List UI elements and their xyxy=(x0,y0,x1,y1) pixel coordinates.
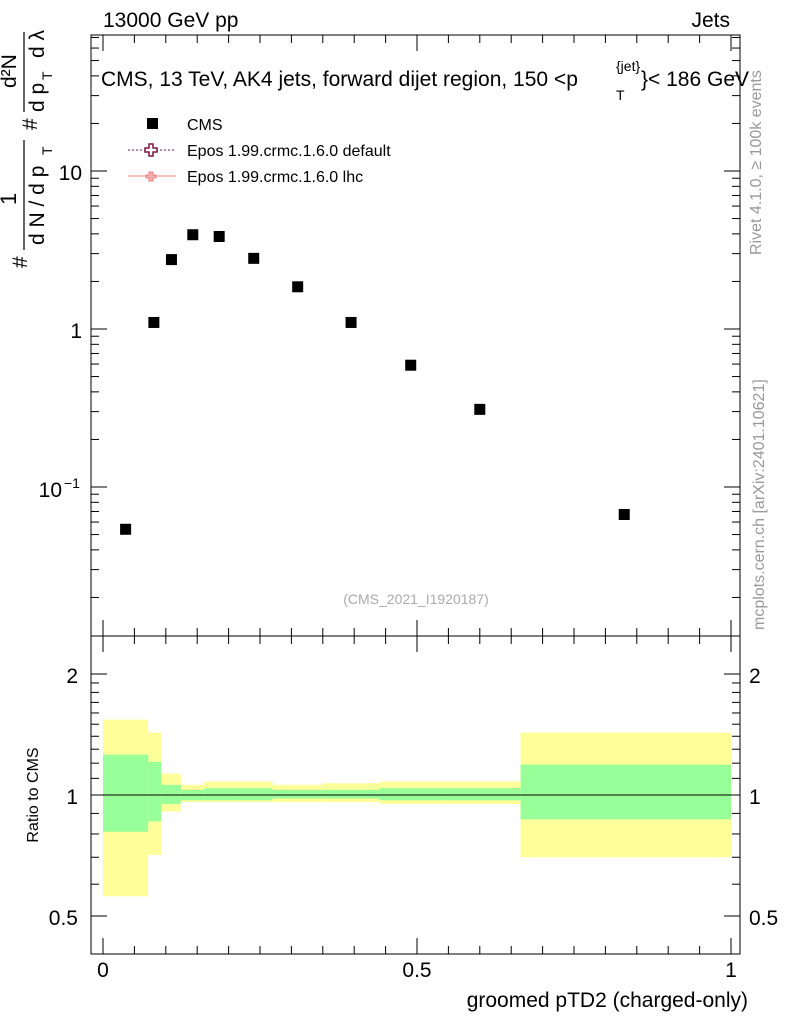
ratio-inner-band xyxy=(322,789,380,799)
legend-epos-lhc-label: Epos 1.99.crmc.1.6.0 lhc xyxy=(187,169,363,186)
header-right: Jets xyxy=(691,9,730,32)
ratio-inner-band xyxy=(234,788,273,801)
title-prefix: CMS, 13 TeV, AK4 jets, forward dijet reg… xyxy=(101,68,578,91)
ylabel-numerator-2: d²N xyxy=(0,54,21,88)
ratio-inner-band xyxy=(520,764,731,820)
cms-point xyxy=(187,229,199,241)
cms-point xyxy=(405,359,417,371)
xtick-label-1: 1 xyxy=(725,959,737,982)
ratio-uncertainty-bands xyxy=(103,719,731,897)
ratio-inner-band xyxy=(148,761,162,822)
ratio-ytick-label-0.5-right: 0.5 xyxy=(749,907,778,930)
mcplots-label: mcplots.cern.ch [arXiv:2401.10621] xyxy=(751,379,768,630)
rivet-version-label: Rivet 4.1.0, ≥ 100k events xyxy=(748,70,765,255)
ratio-inner-band xyxy=(379,788,443,801)
ylabel-denominator-1-sub: T xyxy=(39,146,55,155)
ratio-ytick-label-2-right: 2 xyxy=(749,665,761,688)
legend-cms-marker xyxy=(147,118,158,129)
main-ylabel: # 1 d N / d p T # d²N d p T d λ xyxy=(0,29,55,268)
xlabel: groomed pTD2 (charged-only) xyxy=(467,989,748,1012)
ylabel-denominator-2: d p xyxy=(26,83,49,112)
ratio-ytick-label-1-right: 1 xyxy=(749,786,761,809)
cms-point xyxy=(474,403,486,415)
main-axes xyxy=(91,35,740,636)
ratio-ytick-label-2: 2 xyxy=(66,665,78,688)
title-suffix: }< 186 GeV xyxy=(641,68,749,91)
ytick-label-10: 10 xyxy=(59,162,82,185)
legend-epos-lhc-marker xyxy=(145,171,157,182)
cms-data-points xyxy=(120,229,630,535)
ratio-inner-band xyxy=(161,784,181,804)
cms-point xyxy=(165,254,177,266)
ylabel-denominator-2-lambda: d λ xyxy=(26,29,49,58)
title-sub: T xyxy=(616,87,625,103)
ytick-label-0.1: 10 xyxy=(39,479,62,502)
ratio-inner-band xyxy=(103,754,149,832)
legend-epos-default-label: Epos 1.99.crmc.1.6.0 default xyxy=(187,143,391,160)
legend: CMS Epos 1.99.crmc.1.6.0 default Epos 1.… xyxy=(128,117,391,186)
ylabel-denominator-2-sub: T xyxy=(39,71,55,80)
cms-point xyxy=(345,316,357,328)
cms-point xyxy=(148,316,160,328)
main-title: CMS, 13 TeV, AK4 jets, forward dijet reg… xyxy=(101,58,749,103)
cms-point xyxy=(292,281,304,293)
xtick-label-0: 0 xyxy=(97,959,109,982)
ratio-ylabel: Ratio to CMS xyxy=(25,747,42,842)
ylabel-one: 1 xyxy=(0,193,21,205)
ytick-label-0.1-exponent: −1 xyxy=(64,475,80,491)
cms-point xyxy=(213,230,225,242)
ratio-ytick-label-1: 1 xyxy=(66,786,78,809)
cms-point xyxy=(248,252,260,264)
legend-cms-label: CMS xyxy=(187,117,223,134)
ratio-ytick-label-0.5: 0.5 xyxy=(49,907,78,930)
ytick-label-1: 1 xyxy=(70,320,82,343)
header-left: 13000 GeV pp xyxy=(103,9,238,32)
xtick-label-0.5: 0.5 xyxy=(402,959,431,982)
ratio-inner-band xyxy=(204,788,235,801)
cms-point xyxy=(120,523,132,535)
ratio-inner-band xyxy=(272,789,323,799)
ylabel-hash-1: # xyxy=(9,256,32,268)
ylabel-denominator-1: d N / d p xyxy=(26,166,49,245)
ratio-inner-band xyxy=(442,788,521,801)
legend-epos-default-marker xyxy=(144,143,158,157)
title-sup: {jet} xyxy=(616,58,640,74)
ylabel-hash-2: # xyxy=(19,118,42,130)
analysis-watermark: (CMS_2021_I1920187) xyxy=(343,591,489,607)
cms-point xyxy=(618,508,630,520)
